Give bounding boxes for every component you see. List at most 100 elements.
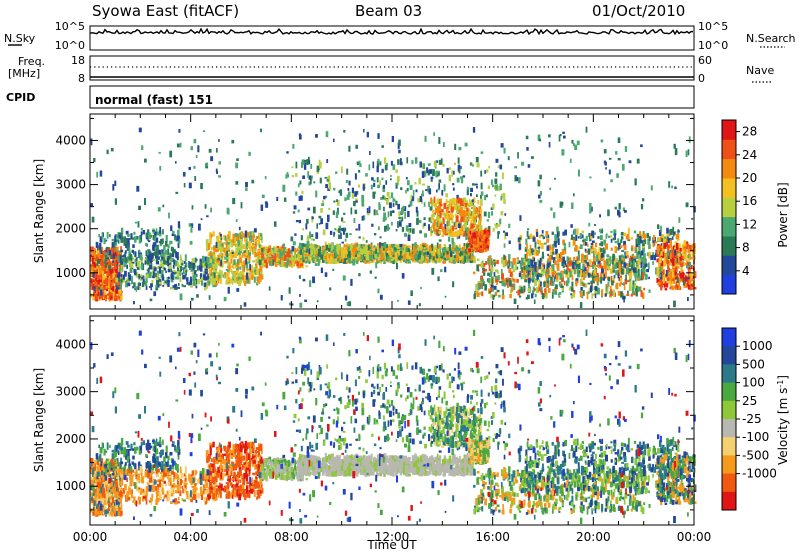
- power-cell: [456, 251, 460, 255]
- power-cell: [293, 205, 297, 210]
- power-cell: [461, 247, 464, 253]
- power-cell: [526, 231, 529, 237]
- power-cell: [418, 251, 422, 259]
- power-cell: [430, 255, 433, 259]
- power-cell: [620, 266, 624, 270]
- power-cell: [441, 209, 444, 213]
- power-cell: [502, 289, 504, 295]
- power-cell: [241, 252, 244, 258]
- power-cell: [93, 261, 96, 264]
- power-cell: [329, 255, 332, 262]
- power-cell: [586, 291, 589, 295]
- power-cell: [130, 279, 134, 285]
- power-cell: [593, 261, 597, 266]
- power-cell: [134, 251, 137, 257]
- power-cell: [385, 247, 387, 254]
- power-cell: [491, 277, 493, 284]
- power-cell: [110, 265, 113, 269]
- power-cell: [581, 277, 583, 281]
- power-cell: [140, 264, 143, 270]
- power-cell: [548, 255, 552, 262]
- power-cell: [488, 226, 491, 230]
- freq-tick-bottom: 8: [78, 72, 85, 85]
- power-cell: [174, 285, 177, 288]
- power-cell: [423, 250, 425, 253]
- power-cell: [483, 211, 487, 217]
- power-cell: [669, 273, 672, 279]
- power-cell: [546, 279, 549, 284]
- power-cell: [536, 231, 539, 237]
- power-cell: [282, 255, 285, 258]
- power-cell: [461, 231, 464, 235]
- power-cell: [658, 271, 660, 277]
- power-cell: [134, 236, 137, 243]
- power-cell: [547, 253, 549, 257]
- power-cell: [135, 256, 138, 261]
- power-cell: [176, 261, 180, 268]
- power-cell: [487, 185, 490, 190]
- power-cell: [213, 253, 216, 259]
- power-cell: [414, 242, 417, 250]
- power-cell: [680, 268, 683, 273]
- power-cell: [667, 273, 670, 278]
- power-cell: [505, 259, 507, 265]
- power-cell: [203, 271, 206, 276]
- power-cell: [215, 271, 218, 274]
- power-cell: [482, 242, 485, 246]
- power-cell: [408, 223, 412, 228]
- power-cell: [538, 234, 542, 239]
- power-cell: [311, 234, 314, 238]
- power-cell: [640, 268, 644, 276]
- power-cell: [397, 204, 400, 210]
- power-cell: [334, 256, 337, 264]
- power-cell: [103, 259, 106, 262]
- power-cell: [216, 258, 219, 263]
- power-cell: [459, 225, 463, 231]
- power-cell: [524, 260, 527, 268]
- power-cell: [440, 253, 443, 259]
- power-cell: [563, 269, 566, 275]
- power-cell: [155, 287, 158, 291]
- power-cell: [159, 263, 163, 267]
- power-cell: [430, 176, 434, 180]
- power-cell: [504, 232, 507, 240]
- power-cell: [225, 248, 228, 253]
- power-cell: [381, 256, 385, 260]
- power-cell: [344, 238, 347, 242]
- power-cell: [497, 224, 501, 227]
- power-cell: [465, 232, 468, 240]
- power-cell: [236, 235, 239, 242]
- power-cell: [157, 283, 160, 288]
- power-cell: [479, 209, 483, 214]
- power-cell: [587, 272, 590, 278]
- power-cell: [632, 280, 635, 288]
- power-cell: [563, 246, 567, 251]
- power-cell: [207, 280, 211, 286]
- power-cell: [99, 269, 102, 274]
- power-cell: [347, 188, 350, 191]
- power-cell: [581, 230, 584, 234]
- power-cell: [612, 289, 616, 297]
- power-cell: [546, 245, 550, 251]
- power-cell: [301, 162, 304, 168]
- power-cell: [573, 239, 576, 245]
- power-cell: [421, 254, 423, 262]
- power-cell: [249, 247, 252, 253]
- power-cell: [502, 192, 506, 199]
- power-cell: [121, 258, 124, 262]
- power-cell: [403, 246, 407, 253]
- power-cell: [458, 197, 461, 204]
- power-cell: [633, 266, 636, 273]
- power-cell: [632, 272, 636, 276]
- power-cell: [322, 246, 325, 254]
- power-cell: [473, 216, 476, 222]
- power-cell: [372, 191, 376, 199]
- power-cell: [118, 277, 120, 283]
- power-cell: [381, 168, 384, 173]
- power-cell: [648, 251, 652, 259]
- power-cell: [341, 166, 343, 174]
- power-cell: [671, 250, 675, 258]
- power-cell: [145, 242, 148, 246]
- power-cell: [628, 284, 632, 291]
- power-cell: [480, 231, 484, 234]
